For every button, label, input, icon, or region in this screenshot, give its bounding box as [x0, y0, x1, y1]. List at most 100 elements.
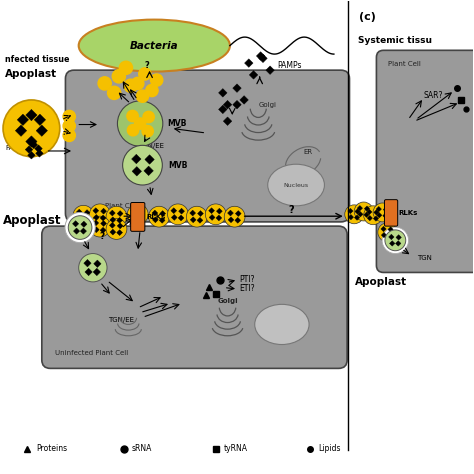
Polygon shape: [93, 220, 99, 226]
Polygon shape: [190, 217, 196, 223]
Polygon shape: [178, 215, 184, 221]
Polygon shape: [160, 210, 165, 217]
Polygon shape: [387, 233, 393, 238]
Polygon shape: [73, 228, 80, 234]
Circle shape: [143, 111, 155, 123]
Circle shape: [373, 203, 392, 222]
FancyBboxPatch shape: [376, 50, 474, 273]
Circle shape: [124, 79, 137, 92]
Polygon shape: [159, 218, 165, 223]
Polygon shape: [223, 100, 232, 109]
Circle shape: [68, 216, 92, 239]
Polygon shape: [131, 215, 137, 220]
Text: nfected tissue: nfected tissue: [5, 55, 70, 64]
Polygon shape: [36, 150, 43, 157]
Polygon shape: [117, 210, 123, 217]
Circle shape: [3, 100, 60, 156]
Polygon shape: [109, 210, 115, 216]
Polygon shape: [144, 166, 154, 175]
Polygon shape: [100, 208, 107, 214]
Text: Apoplast: Apoplast: [355, 277, 407, 287]
Polygon shape: [152, 210, 158, 216]
Polygon shape: [85, 268, 92, 276]
Text: ?: ?: [100, 232, 105, 240]
Text: Golgi: Golgi: [217, 298, 238, 304]
Polygon shape: [219, 89, 227, 97]
Polygon shape: [249, 71, 258, 79]
Circle shape: [79, 254, 107, 282]
Text: TGN/EE: TGN/EE: [108, 317, 134, 323]
Circle shape: [354, 202, 373, 221]
Circle shape: [382, 227, 409, 254]
Polygon shape: [389, 234, 394, 240]
Polygon shape: [348, 215, 354, 220]
Polygon shape: [233, 100, 241, 109]
Polygon shape: [266, 66, 274, 74]
Circle shape: [108, 86, 121, 100]
Polygon shape: [355, 209, 360, 214]
Polygon shape: [109, 222, 115, 228]
Text: ?: ?: [289, 205, 294, 215]
Text: Nucleus: Nucleus: [283, 183, 309, 189]
Polygon shape: [131, 208, 137, 214]
Polygon shape: [219, 105, 227, 114]
Circle shape: [98, 77, 111, 90]
Circle shape: [112, 70, 126, 83]
Polygon shape: [76, 222, 82, 228]
Circle shape: [137, 90, 149, 102]
Polygon shape: [367, 216, 373, 221]
Polygon shape: [17, 114, 28, 126]
Ellipse shape: [79, 19, 230, 72]
Circle shape: [63, 129, 75, 142]
Polygon shape: [36, 125, 47, 137]
Polygon shape: [93, 227, 99, 233]
Polygon shape: [198, 210, 203, 217]
Polygon shape: [132, 155, 141, 164]
Text: TGN/EE: TGN/EE: [138, 143, 164, 149]
Text: RLKs: RLKs: [146, 214, 165, 219]
Polygon shape: [236, 210, 241, 217]
Polygon shape: [223, 117, 232, 126]
Polygon shape: [381, 226, 386, 232]
Circle shape: [385, 230, 406, 251]
Polygon shape: [348, 209, 353, 214]
Circle shape: [345, 205, 364, 224]
Text: tyRNA: tyRNA: [224, 444, 248, 453]
Circle shape: [118, 101, 163, 146]
Text: RLKs: RLKs: [399, 210, 418, 216]
Polygon shape: [357, 206, 363, 211]
Polygon shape: [364, 212, 369, 218]
Polygon shape: [172, 215, 177, 220]
Polygon shape: [382, 232, 387, 238]
Polygon shape: [35, 145, 42, 153]
Circle shape: [119, 61, 133, 74]
Polygon shape: [383, 207, 389, 212]
Circle shape: [127, 110, 138, 122]
Polygon shape: [383, 213, 388, 219]
Polygon shape: [358, 212, 363, 217]
Polygon shape: [84, 210, 90, 216]
Polygon shape: [374, 216, 379, 221]
Text: Lipids: Lipids: [318, 444, 341, 453]
Text: ETI?: ETI?: [239, 284, 255, 293]
Polygon shape: [100, 220, 107, 227]
Text: Apoplast: Apoplast: [5, 69, 57, 79]
Polygon shape: [110, 217, 116, 223]
Polygon shape: [171, 208, 177, 214]
Circle shape: [224, 206, 245, 227]
Polygon shape: [259, 54, 267, 63]
Circle shape: [149, 206, 169, 227]
Text: MVB: MVB: [167, 119, 187, 128]
Text: Apoplast: Apoplast: [3, 214, 62, 227]
Polygon shape: [190, 210, 196, 216]
Text: Systemic tissu: Systemic tissu: [357, 36, 431, 46]
Polygon shape: [388, 227, 393, 232]
Polygon shape: [84, 259, 91, 267]
Circle shape: [106, 206, 127, 227]
Polygon shape: [365, 206, 370, 211]
Text: sRNA: sRNA: [132, 444, 153, 453]
Polygon shape: [94, 260, 101, 267]
Polygon shape: [80, 228, 86, 234]
Circle shape: [90, 204, 110, 225]
Polygon shape: [216, 215, 222, 221]
